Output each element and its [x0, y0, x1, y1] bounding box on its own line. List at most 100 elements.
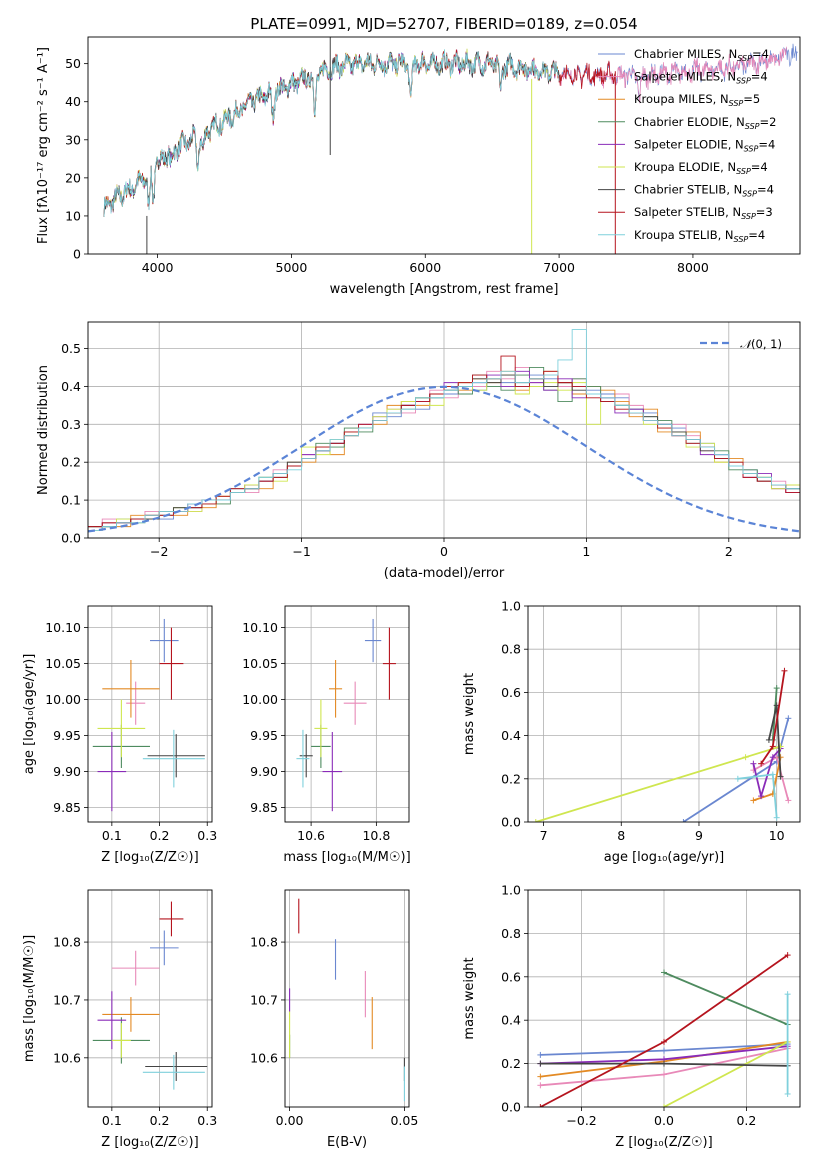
y-tick-label: 10.10	[242, 620, 278, 635]
weight-line-5	[663, 1041, 789, 1107]
weight-vs-age-panel	[524, 605, 800, 826]
legend-entry: Chabrier STELIB, NSSP=4	[634, 183, 774, 199]
y-tick-label: 10.7	[250, 992, 278, 1007]
legend-entry: Salpeter MILES, NSSP=4	[634, 70, 768, 86]
x-tick-label: 0	[440, 544, 448, 559]
x-tick-label: 8000	[677, 260, 709, 275]
y-tick-label: 10.8	[250, 935, 278, 950]
legend-sub: SSP	[736, 77, 751, 86]
mass-vs-ebv-plot	[289, 898, 405, 1102]
x-tick-label: 2	[725, 544, 733, 559]
y-tick-label: 0.4	[61, 379, 81, 394]
legend-entry: Kroupa STELIB, NSSP=4	[634, 228, 765, 244]
weight-vs-age-frame	[527, 605, 801, 823]
x-tick-label: 0.1	[102, 828, 122, 843]
x-axis-label: Z [log₁₀(Z/Z☉)]	[101, 1135, 198, 1150]
weight-line-5	[535, 745, 781, 822]
mass-vs-Z-panel	[84, 890, 212, 1111]
x-tick-label: 0.2	[736, 1113, 756, 1128]
y-tick-label: 1.0	[501, 599, 521, 614]
legend-args: (0, 1)	[751, 337, 782, 351]
y-tick-label: 10.7	[53, 992, 81, 1007]
mass-vs-Z-plot	[92, 901, 208, 1090]
y-tick-label: 9.95	[53, 728, 81, 743]
y-tick-label: 0.1	[61, 493, 81, 508]
y-tick-label: 10.00	[242, 692, 278, 707]
y-axis-label: Normed distribution	[36, 365, 51, 495]
spectrum-panel	[84, 63, 694, 258]
legend-sub: SSP	[737, 54, 752, 63]
y-tick-label: 0.0	[501, 1100, 521, 1115]
gaussian-curve	[88, 385, 800, 533]
age-vs-Z-panel	[84, 606, 212, 826]
y-tick-label: 20	[65, 170, 81, 185]
y-tick-label: 1.0	[501, 883, 521, 898]
legend-sub: SSP	[736, 167, 751, 176]
x-tick-label: 0.1	[102, 1113, 122, 1128]
x-tick-label: 10	[769, 828, 785, 843]
x-tick-label: 0.2	[150, 828, 170, 843]
y-tick-label: 0.6	[501, 685, 521, 700]
legend-value: =2	[760, 115, 777, 129]
legend-sub: SSP	[734, 235, 749, 244]
y-tick-label: 50	[65, 56, 81, 71]
weight-vs-Z-plot	[537, 952, 791, 1107]
mass-vs-Z-frame	[87, 889, 213, 1108]
legend-text: Salpeter ELODIE, N	[634, 137, 744, 151]
y-tick-label: 10.6	[250, 1050, 278, 1065]
y-tick-label: 10.00	[45, 692, 81, 707]
age-vs-Z-plot	[92, 618, 205, 812]
x-tick-label: 0.00	[276, 1113, 304, 1128]
x-tick-label: 9	[695, 828, 703, 843]
x-tick-label: 4000	[142, 260, 174, 275]
legend-value: =4	[751, 70, 768, 84]
x-tick-label: 0.05	[390, 1113, 418, 1128]
y-axis-label: Flux [fλ10⁻¹⁷ erg cm⁻² s⁻¹ A⁻¹]	[36, 47, 51, 244]
legend-value: =4	[751, 160, 768, 174]
x-tick-label: −0.2	[566, 1113, 596, 1128]
y-tick-label: 0.8	[501, 642, 521, 657]
x-tick-label: −2	[150, 544, 168, 559]
x-tick-label: 10.8	[362, 828, 390, 843]
y-tick-label: 0.3	[61, 417, 81, 432]
age-vs-mass-plot	[296, 618, 396, 812]
histogram-series-8	[88, 329, 800, 538]
legend-sub: SSP	[745, 122, 760, 131]
legend-sub: SSP	[744, 144, 759, 153]
x-axis-label: Z [log₁₀(Z/Z☉)]	[615, 1135, 712, 1150]
y-axis-label: mass [log₁₀(M/M☉)]	[22, 935, 37, 1062]
mass-vs-ebv-frame	[284, 889, 410, 1108]
legend-sub: SSP	[729, 99, 744, 108]
y-tick-label: 10.6	[53, 1050, 81, 1065]
y-tick-label: 0.5	[61, 341, 81, 356]
y-tick-label: 0.2	[501, 771, 521, 786]
age-vs-mass-frame	[284, 605, 410, 823]
legend-value: =4	[757, 183, 774, 197]
y-tick-label: 0.0	[61, 531, 81, 546]
weight-line-4	[752, 747, 782, 800]
y-tick-label: 0.6	[501, 969, 521, 984]
y-tick-label: 10.8	[53, 935, 81, 950]
y-axis-label: mass weight	[462, 957, 477, 1039]
spectrum-frame	[87, 36, 801, 255]
residuals-plot	[88, 329, 800, 538]
x-tick-label: 0.3	[197, 1113, 217, 1128]
legend-value: =4	[752, 47, 769, 61]
spectrum-line-8	[103, 49, 560, 217]
weight-vs-age-plot	[532, 667, 792, 822]
y-tick-label: 9.90	[250, 764, 278, 779]
legend-entry: 𝒩(0, 1)	[740, 337, 782, 351]
mass-vs-ebv-panel	[281, 890, 409, 1111]
age-vs-Z-frame	[87, 605, 213, 823]
y-tick-label: 10.10	[45, 620, 81, 635]
y-tick-label: 9.95	[250, 728, 278, 743]
legend-value: =5	[743, 92, 760, 106]
y-tick-label: 0	[73, 247, 81, 262]
x-tick-label: −1	[292, 544, 310, 559]
x-tick-label: 7000	[543, 260, 575, 275]
x-tick-label: 8	[617, 828, 625, 843]
x-tick-label: 5000	[276, 260, 308, 275]
y-tick-label: 10	[65, 208, 81, 223]
legend-text: Salpeter MILES, N	[634, 70, 736, 84]
legend-value: =4	[748, 228, 765, 242]
